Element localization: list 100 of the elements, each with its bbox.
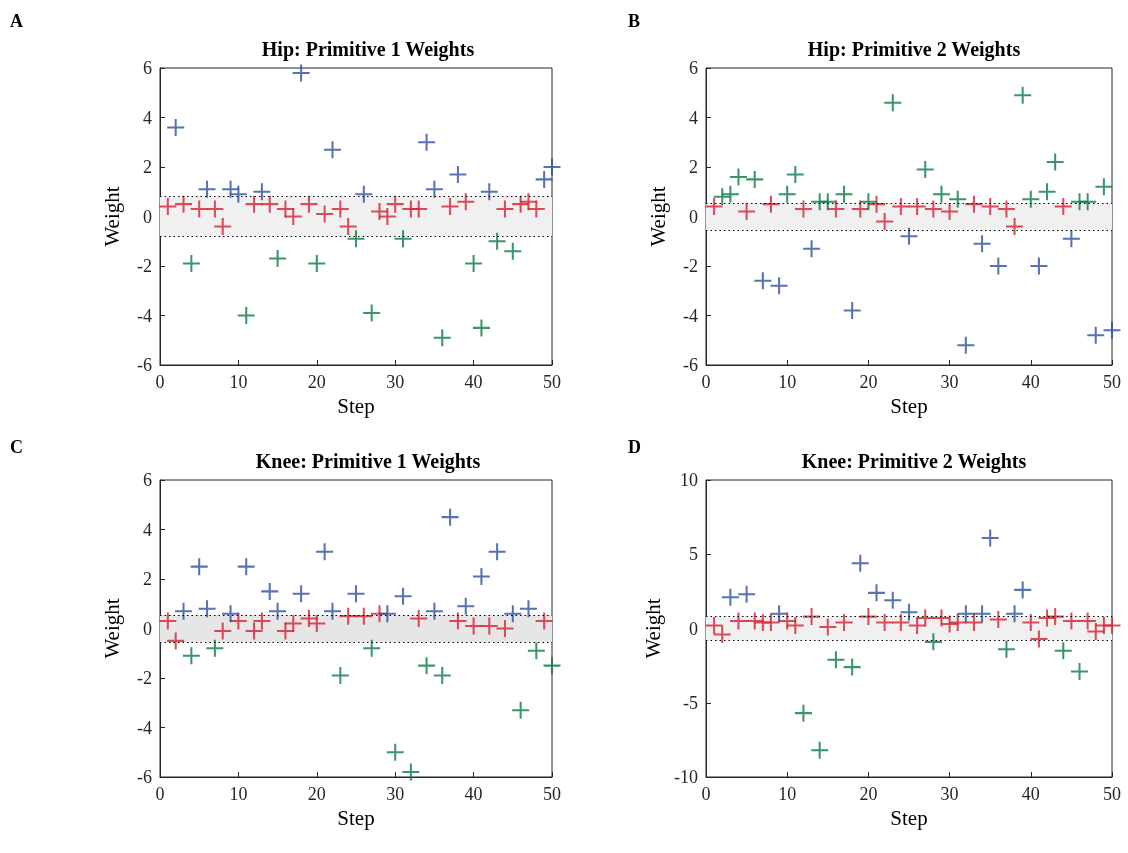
point (900, 227, 918, 245)
point (729, 168, 747, 186)
point (981, 529, 999, 547)
point (762, 195, 780, 213)
y-tick-label: -2 (683, 256, 698, 276)
point (378, 605, 396, 623)
point (786, 617, 804, 635)
point (457, 193, 475, 211)
point (190, 558, 208, 576)
point (331, 667, 349, 685)
point (811, 741, 829, 759)
point (433, 329, 451, 347)
point (378, 208, 396, 225)
x-tick-label: 40 (464, 372, 483, 392)
point (308, 255, 326, 273)
point (527, 642, 545, 660)
y-tick-label: -6 (683, 355, 698, 375)
text: C (10, 437, 23, 457)
point (1014, 581, 1032, 599)
y-tick-label: 6 (689, 58, 698, 78)
point (496, 620, 514, 637)
point (803, 240, 821, 258)
point (949, 614, 967, 632)
y-tick-label: 2 (143, 157, 152, 177)
point (214, 217, 232, 235)
point (1030, 630, 1048, 648)
point (465, 255, 483, 273)
point (347, 230, 365, 248)
point (269, 250, 287, 268)
y-tick-label: 2 (143, 569, 152, 589)
point (488, 232, 506, 250)
point (973, 605, 991, 623)
point (957, 605, 975, 623)
point (900, 603, 918, 621)
point (449, 612, 467, 630)
x-tick-label: 20 (307, 372, 326, 392)
point (1014, 86, 1032, 104)
y-axis-title: Weight (640, 598, 665, 659)
y-axis-title: Weight (645, 186, 670, 247)
text: D (628, 437, 641, 457)
point (843, 302, 861, 320)
point (175, 195, 193, 213)
y-tick-label: -10 (674, 767, 698, 787)
point (480, 183, 498, 201)
point (237, 307, 255, 324)
point (1054, 198, 1072, 216)
point (433, 667, 451, 685)
point (1030, 257, 1048, 275)
chart-title: Hip: Primitive 1 Weights (261, 38, 475, 61)
x-axis-title: Step (890, 806, 928, 831)
point (916, 609, 934, 627)
x-axis-title: Step (337, 394, 375, 419)
y-tick-label: -6 (137, 767, 152, 787)
point (908, 198, 926, 216)
point (778, 185, 796, 203)
point (843, 658, 861, 676)
point (245, 622, 263, 640)
point (394, 230, 412, 248)
point (410, 200, 428, 218)
x-tick-label: 30 (386, 372, 405, 392)
point (519, 600, 537, 618)
point (284, 615, 302, 633)
point (355, 607, 373, 625)
point (876, 614, 894, 632)
point (705, 198, 723, 216)
point (418, 657, 436, 675)
x-axis-title: Step (890, 394, 928, 419)
point (159, 612, 177, 630)
point (237, 558, 255, 576)
x-tick-label: 30 (940, 372, 959, 392)
point (762, 614, 780, 632)
x-axis-title: Step (337, 806, 375, 831)
point (190, 200, 208, 218)
point (206, 200, 224, 218)
x-tick-label: 40 (1021, 372, 1040, 392)
point (261, 582, 279, 600)
point (738, 203, 756, 221)
point (819, 193, 837, 211)
point (316, 205, 334, 223)
point (851, 554, 869, 572)
chart-title: Knee: Primitive 2 Weights (801, 450, 1027, 473)
point (892, 198, 910, 216)
point (1095, 178, 1113, 196)
point (182, 647, 200, 665)
point (729, 612, 747, 630)
point (402, 763, 420, 781)
y-tick-label: 0 (689, 618, 698, 639)
point (1038, 183, 1056, 201)
point (355, 185, 373, 203)
point (941, 203, 959, 221)
point (245, 195, 263, 213)
point (794, 704, 812, 722)
point (721, 588, 739, 606)
point (981, 198, 999, 216)
point (738, 585, 756, 603)
point (323, 141, 341, 159)
y-axis-title: Weight (99, 186, 124, 247)
chart-title: Hip: Primitive 2 Weights (807, 38, 1021, 61)
point (441, 508, 459, 526)
point (394, 587, 412, 605)
